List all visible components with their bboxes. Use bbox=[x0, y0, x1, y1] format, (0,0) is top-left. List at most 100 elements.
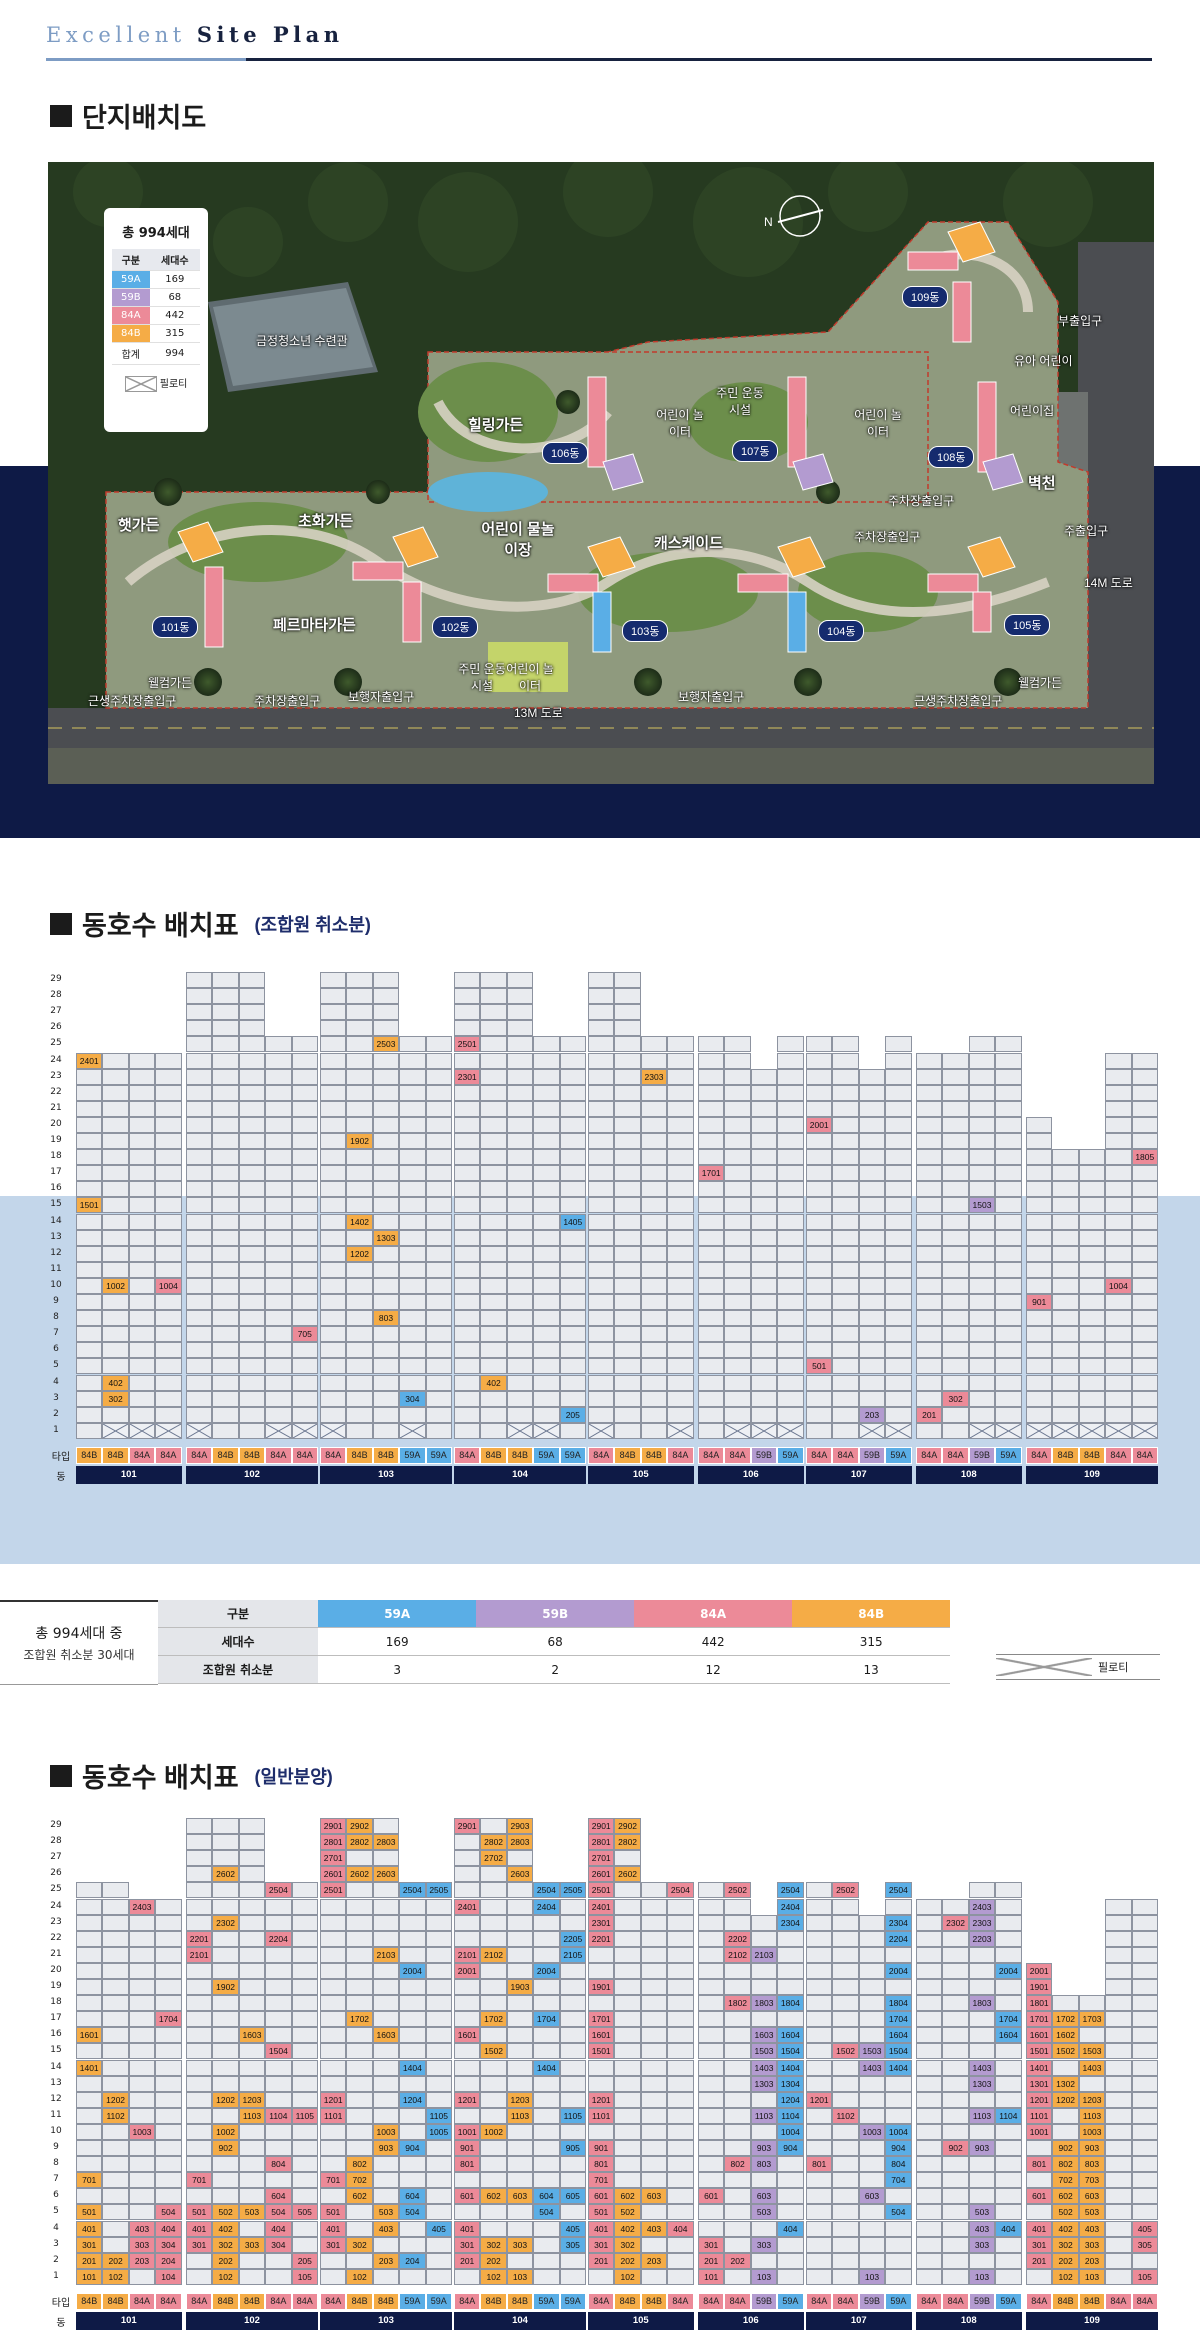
svg-text:N: N bbox=[764, 215, 773, 229]
unit-cell bbox=[186, 1342, 213, 1359]
unit-cell bbox=[858, 2011, 886, 2028]
commercial-parking-entrance-1: 근생주차장출입구 bbox=[88, 694, 177, 708]
unit-cell bbox=[238, 1310, 266, 1327]
unit-cell bbox=[346, 2059, 373, 2076]
unit-cell: 2201 bbox=[186, 1930, 213, 1947]
unit-cell bbox=[1131, 1326, 1158, 1343]
unit-cell bbox=[614, 1374, 641, 1391]
unit-cell bbox=[777, 2204, 804, 2221]
unit-cell bbox=[832, 2252, 859, 2269]
building-103 bbox=[547, 536, 636, 653]
unit-cell: 2502 bbox=[832, 1882, 859, 1899]
unit-cell bbox=[858, 1084, 886, 1101]
unit-cell: 505 bbox=[291, 2204, 318, 2221]
unit-cell bbox=[480, 2220, 507, 2237]
unit-cell bbox=[186, 1898, 213, 1915]
floor-label: 9 bbox=[53, 1296, 59, 1306]
unit-cell bbox=[1052, 1149, 1079, 1166]
unit-cell: 203 bbox=[640, 2252, 668, 2269]
unit-cell: 2004 bbox=[995, 1962, 1022, 1979]
unit-cell bbox=[291, 1882, 318, 1899]
unit-cell bbox=[588, 1342, 615, 1359]
unit-cell bbox=[698, 2059, 725, 2076]
unit-cell bbox=[102, 1165, 129, 1182]
unit-cell: 2801 bbox=[588, 1834, 615, 1851]
unit-cell bbox=[559, 1422, 586, 1439]
unit-cell bbox=[559, 1979, 586, 1996]
unit-cell bbox=[102, 1149, 129, 1166]
unit-cell bbox=[212, 1004, 239, 1021]
unit-cell bbox=[346, 1422, 373, 1439]
unit-cell bbox=[1131, 1133, 1158, 1150]
unit-cell bbox=[832, 1084, 859, 1101]
unit-cell bbox=[102, 1116, 129, 1133]
dong-badge-104: 104동 bbox=[818, 620, 865, 642]
unit-cell bbox=[942, 2011, 969, 2028]
unit-cell bbox=[995, 2268, 1022, 2285]
unit-cell bbox=[885, 1979, 912, 1996]
unit-cell bbox=[750, 1914, 778, 1931]
unit-cell bbox=[614, 1213, 641, 1230]
unit-cell: 1501 bbox=[76, 1197, 103, 1214]
playground-3: 어린이 놀이터 bbox=[854, 408, 902, 439]
unit-cell bbox=[238, 2188, 266, 2205]
garden-cascade: 캐스케이드 bbox=[654, 535, 724, 552]
type-cell: 84B bbox=[614, 2292, 641, 2310]
unit-cell bbox=[968, 2172, 996, 2189]
unit-cell: 802 bbox=[724, 2156, 751, 2173]
unit-cell: 1101 bbox=[320, 2107, 347, 2124]
unit-cell bbox=[102, 2220, 129, 2237]
unit-cell: 401 bbox=[1026, 2220, 1053, 2237]
unit-cell: 404 bbox=[995, 2220, 1022, 2237]
unit-cell bbox=[128, 2091, 156, 2108]
unit-cell bbox=[128, 1116, 156, 1133]
unit-cell bbox=[916, 2091, 943, 2108]
unit-cell bbox=[614, 1962, 641, 1979]
unit-cell bbox=[480, 1100, 507, 1117]
unit-cell bbox=[916, 2156, 943, 2173]
unit-cell bbox=[832, 1036, 859, 1053]
unit-cell bbox=[667, 1133, 694, 1150]
unit-cell bbox=[346, 1946, 373, 1963]
unit-cell bbox=[425, 1898, 452, 1915]
unit-cell bbox=[320, 1374, 347, 1391]
unit-cell bbox=[806, 1052, 833, 1069]
unit-cell bbox=[724, 1390, 751, 1407]
type-cell: 59A bbox=[777, 2292, 804, 2310]
unit-cell: 1001 bbox=[1026, 2123, 1053, 2140]
unit-cell bbox=[1026, 1149, 1053, 1166]
unit-cell bbox=[667, 1898, 694, 1915]
unit-cell bbox=[102, 1213, 129, 1230]
unit-cell bbox=[777, 1277, 804, 1294]
unit-cell: 202 bbox=[724, 2252, 751, 2269]
floor-label: 29 bbox=[50, 1820, 62, 1830]
unit-cell bbox=[750, 1100, 778, 1117]
unit-cell bbox=[750, 1277, 778, 1294]
floor-label: 25 bbox=[50, 1884, 62, 1895]
unit-cell bbox=[346, 1850, 373, 1867]
unit-cell bbox=[506, 1374, 534, 1391]
unit-cell bbox=[968, 1294, 996, 1311]
unit-cell bbox=[942, 2107, 969, 2124]
type-cell: 84A bbox=[155, 2292, 182, 2310]
unit-cell bbox=[858, 1326, 886, 1343]
unit-cell bbox=[1105, 1342, 1132, 1359]
unit-cell bbox=[698, 2107, 725, 2124]
unit-cell bbox=[291, 1213, 318, 1230]
unit-cell bbox=[858, 2027, 886, 2044]
summary-cancelled-59b: 2 bbox=[476, 1655, 634, 1684]
unit-cell: 2504 bbox=[885, 1882, 912, 1899]
unit-cell bbox=[806, 1294, 833, 1311]
unit-cell bbox=[1105, 1100, 1132, 1117]
summary-households-59b: 68 bbox=[476, 1627, 634, 1656]
unit-cell bbox=[399, 1326, 426, 1343]
unit-cell bbox=[832, 1277, 859, 1294]
unit-cell bbox=[320, 1197, 347, 1214]
unit-cell bbox=[186, 2107, 213, 2124]
unit-cell bbox=[777, 1946, 804, 1963]
unit-cell: 2701 bbox=[588, 1850, 615, 1867]
unit-cell bbox=[588, 1326, 615, 1343]
unit-cell bbox=[640, 2140, 668, 2157]
unit-cell bbox=[212, 1133, 239, 1150]
unit-cell bbox=[425, 2091, 452, 2108]
